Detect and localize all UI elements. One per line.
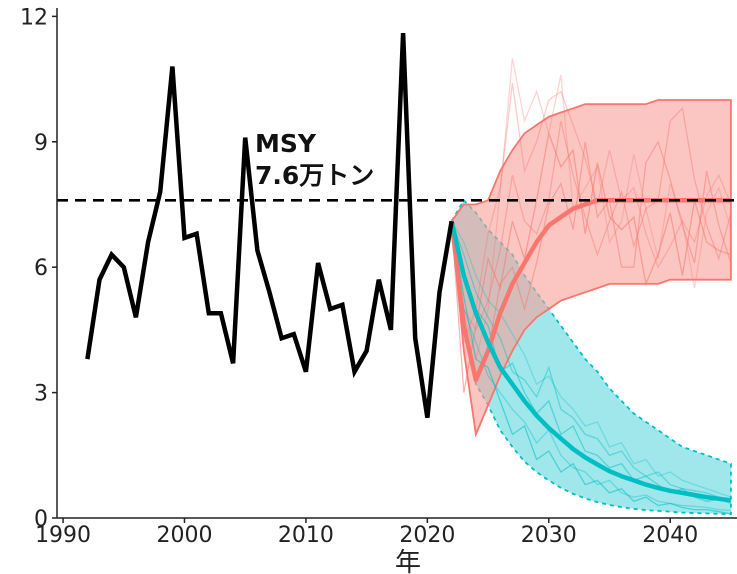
y-tick-label: 6 [34, 256, 48, 281]
msy-mean-line [449, 198, 731, 383]
current-sample-line [450, 221, 731, 512]
y-tick-label: 0 [34, 507, 48, 532]
current-sample-line [450, 220, 732, 500]
x-tick-label: 2010 [278, 523, 334, 548]
x-axis-title: 年 [395, 548, 421, 574]
scenario-mean-lines [449, 198, 732, 503]
y-tick-label: 12 [20, 5, 48, 30]
msy-sample-line [450, 83, 732, 343]
msy-value-label: 7.6万トン [255, 161, 374, 190]
current-mean-line [449, 220, 732, 503]
x-tick-label: 1990 [35, 523, 91, 548]
msy-label: MSY [255, 129, 317, 158]
confidence-bands [450, 99, 732, 516]
x-tick-label: 2030 [521, 523, 577, 548]
y-tick-label: 9 [34, 131, 48, 156]
historical-series [85, 33, 454, 419]
history-line [85, 33, 454, 419]
msy-sample-line [450, 130, 732, 393]
x-tick-label: 2000 [157, 523, 213, 548]
axes: 0 3 6 9 12 1990 2000 2010 2020 2030 2040 [20, 5, 737, 548]
x-tick-label: 2020 [399, 523, 455, 548]
current-sample-line [450, 221, 732, 515]
y-tick-label: 3 [34, 382, 48, 407]
msy-sample-line [450, 58, 732, 360]
msy-sample-line [450, 140, 732, 383]
current-sample-line [451, 220, 732, 498]
x-tick-label: 2040 [642, 523, 698, 548]
msy-scenario-band [450, 99, 732, 438]
msy-sample-line [450, 106, 732, 332]
